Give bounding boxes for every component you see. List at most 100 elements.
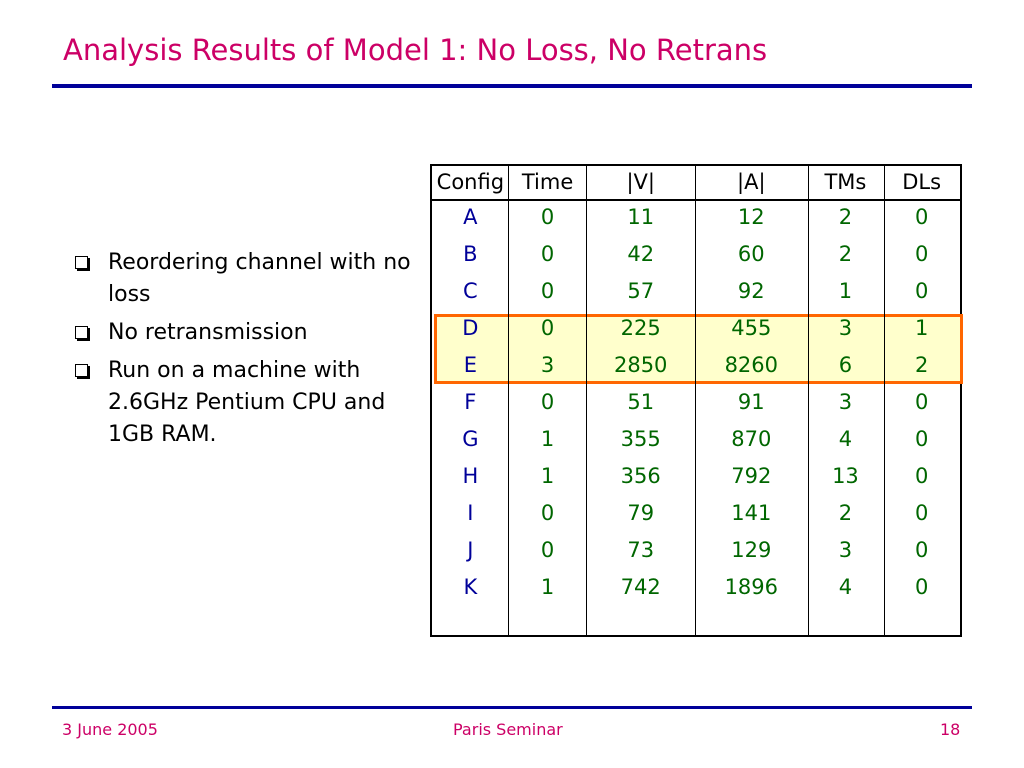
title-divider [52, 84, 972, 88]
cell-a: 129 [731, 538, 772, 562]
cell-a: 92 [737, 279, 765, 303]
cell-config: G [462, 427, 479, 451]
bullet-text: No retransmission [108, 320, 308, 345]
cell-config: H [462, 464, 479, 488]
bullet-item: No retransmission [72, 317, 422, 349]
bullet-text: Run on a machine with 2.6GHz Pentium CPU… [108, 358, 386, 447]
cell-tms: 3 [838, 316, 853, 340]
cell-dls: 0 [914, 205, 929, 229]
cell-config: J [467, 538, 474, 562]
column-divider [884, 166, 885, 635]
cell-tms: 3 [838, 538, 853, 562]
cell-tms: 2 [838, 242, 853, 266]
cell-tms: 2 [838, 501, 853, 525]
table-header-row: Config Time |V| |A| TMs DLs [432, 166, 960, 199]
bullet-list: Reordering channel with no loss No retra… [72, 247, 422, 457]
cell-a: 60 [737, 242, 765, 266]
cell-dls: 2 [914, 353, 929, 377]
header-tms: TMs [824, 170, 867, 194]
cell-time: 0 [540, 279, 555, 303]
slide-title: Analysis Results of Model 1: No Loss, No… [63, 33, 768, 67]
cell-time: 3 [540, 353, 555, 377]
cell-time: 0 [540, 538, 555, 562]
column-divider [695, 166, 696, 635]
cell-dls: 0 [914, 464, 929, 488]
footer-date: 3 June 2005 [62, 720, 158, 739]
checkbox-bullet-icon [75, 326, 88, 339]
cell-dls: 0 [914, 390, 929, 414]
bullet-text: Reordering channel with no loss [108, 250, 411, 307]
cell-config: E [463, 353, 477, 377]
cell-a: 91 [737, 390, 765, 414]
cell-tms: 1 [838, 279, 853, 303]
cell-tms: 4 [838, 427, 853, 451]
cell-time: 1 [540, 427, 555, 451]
cell-v: 742 [620, 575, 661, 599]
cell-time: 0 [540, 242, 555, 266]
table-row: A 0 11 12 2 0 [432, 199, 960, 236]
checkbox-bullet-icon [75, 256, 88, 269]
cell-time: 0 [540, 205, 555, 229]
cell-dls: 0 [914, 501, 929, 525]
table-row: C 0 57 92 1 0 [432, 273, 960, 310]
footer-divider [52, 706, 972, 709]
cell-v: 79 [627, 501, 655, 525]
header-config: Config [436, 170, 505, 194]
table-row: E 3 2850 8260 6 2 [432, 347, 960, 384]
header-a: |A| [737, 170, 766, 194]
cell-a: 141 [731, 501, 772, 525]
footer-event: Paris Seminar [453, 720, 563, 739]
cell-a: 870 [731, 427, 772, 451]
cell-v: 73 [627, 538, 655, 562]
cell-a: 792 [731, 464, 772, 488]
table-row: H 1 356 792 13 0 [432, 458, 960, 495]
footer-page-number: 18 [940, 720, 961, 739]
cell-dls: 0 [914, 575, 929, 599]
results-table: Config Time |V| |A| TMs DLs A 0 11 12 2 0 B 0 42… [430, 164, 963, 637]
column-divider [586, 166, 587, 635]
table-row: G 1 355 870 4 0 [432, 421, 960, 458]
cell-config: D [462, 316, 479, 340]
highlighted-rows-box [434, 314, 963, 384]
column-divider [508, 166, 509, 635]
cell-a: 455 [731, 316, 772, 340]
header-time: Time [521, 170, 574, 194]
column-divider [808, 166, 809, 635]
cell-dls: 0 [914, 538, 929, 562]
cell-v: 42 [627, 242, 655, 266]
cell-v: 57 [627, 279, 655, 303]
cell-config: F [464, 390, 477, 414]
bullet-item: Reordering channel with no loss [72, 247, 422, 311]
cell-v: 355 [620, 427, 661, 451]
cell-config: K [463, 575, 478, 599]
table-row: I 0 79 141 2 0 [432, 495, 960, 532]
cell-time: 0 [540, 501, 555, 525]
cell-tms: 2 [838, 205, 853, 229]
cell-time: 1 [540, 464, 555, 488]
cell-time: 0 [540, 316, 555, 340]
cell-a: 12 [737, 205, 765, 229]
cell-dls: 0 [914, 242, 929, 266]
table-row: B 0 42 60 2 0 [432, 236, 960, 273]
cell-time: 1 [540, 575, 555, 599]
cell-v: 356 [620, 464, 661, 488]
cell-dls: 0 [914, 279, 929, 303]
cell-tms: 4 [838, 575, 853, 599]
cell-tms: 13 [832, 464, 859, 488]
cell-tms: 6 [838, 353, 853, 377]
cell-config: B [463, 242, 478, 266]
header-dls: DLs [902, 170, 942, 194]
table-row: J 0 73 129 3 0 [432, 532, 960, 569]
cell-v: 11 [627, 205, 655, 229]
bullet-item: Run on a machine with 2.6GHz Pentium CPU… [72, 355, 422, 451]
header-v: |V| [626, 170, 655, 194]
cell-v: 2850 [613, 353, 668, 377]
checkbox-bullet-icon [75, 364, 88, 377]
cell-v: 51 [627, 390, 655, 414]
cell-dls: 0 [914, 427, 929, 451]
cell-time: 0 [540, 390, 555, 414]
table-row: K 1 742 1896 4 0 [432, 569, 960, 606]
cell-v: 225 [620, 316, 661, 340]
cell-a: 8260 [724, 353, 779, 377]
header-divider [432, 199, 960, 201]
